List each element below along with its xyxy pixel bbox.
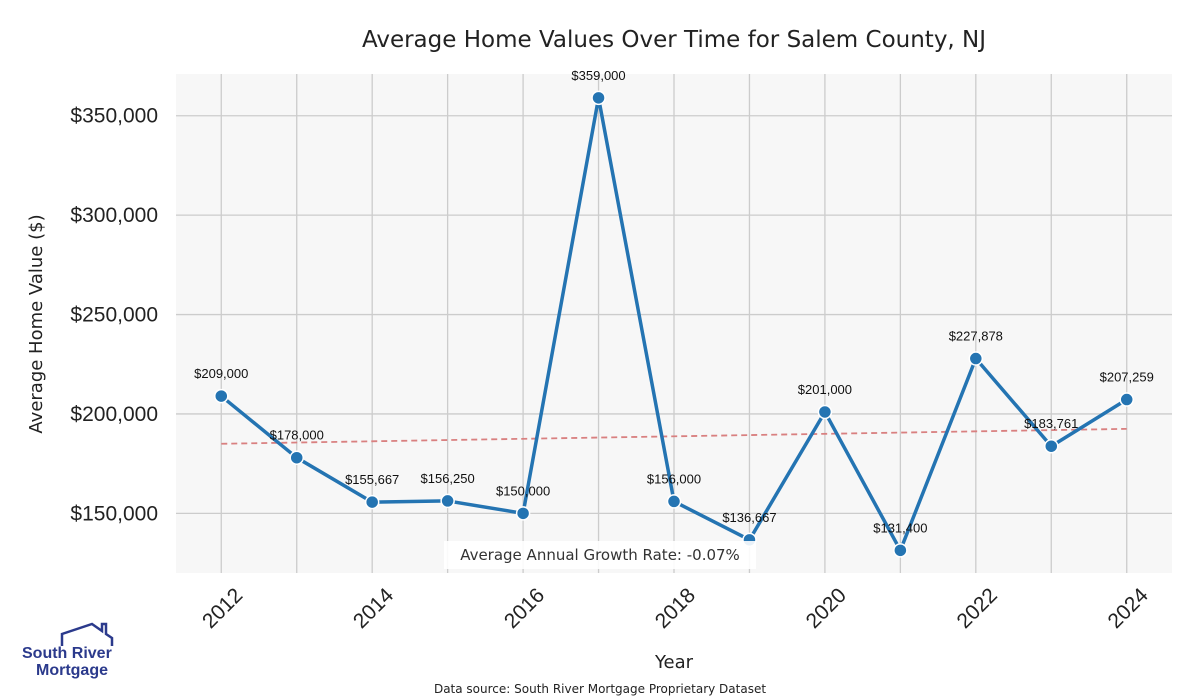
- data-label: $207,259: [1100, 370, 1154, 385]
- y-tick-label: $350,000: [70, 105, 158, 128]
- data-label: $183,761: [1024, 416, 1078, 431]
- trend-line: [221, 427, 1127, 445]
- x-tick-label: 2022: [953, 584, 1002, 633]
- data-point: [440, 493, 455, 509]
- y-tick-label: $300,000: [70, 204, 158, 227]
- data-label: $156,000: [647, 471, 701, 486]
- data-label: $209,000: [194, 366, 248, 381]
- data-label: $227,878: [949, 329, 1003, 344]
- x-tick-label: 2024: [1103, 584, 1153, 634]
- y-tick-label: $150,000: [70, 502, 158, 525]
- x-tick-labels: 2012 2014 2016 2018 2020 2022 2024: [198, 584, 1153, 634]
- data-label: $201,000: [798, 382, 852, 397]
- data-label: $150,000: [496, 483, 550, 498]
- data-point: [214, 388, 229, 404]
- data-label: $155,667: [345, 472, 399, 487]
- logo-text-line1: South River: [22, 645, 112, 662]
- data-point: [515, 506, 531, 521]
- x-tick-label: 2012: [198, 584, 247, 633]
- data-point: [1119, 392, 1134, 407]
- y-tick-label: $250,000: [70, 304, 158, 327]
- data-points: [214, 90, 1134, 558]
- logo-text-line2: Mortgage: [36, 662, 108, 679]
- growth-rate-text: Average Annual Growth Rate: -0.07%: [460, 546, 740, 564]
- x-axis-label: Year: [654, 652, 694, 673]
- grid-lines: [176, 74, 1172, 573]
- x-tick-label: 2014: [349, 584, 399, 634]
- annotation-box: [444, 541, 756, 569]
- data-point: [666, 494, 682, 509]
- south-river-logo: South River Mortgage: [22, 622, 114, 679]
- y-tick-label: $200,000: [70, 403, 158, 426]
- data-label: $136,667: [722, 510, 776, 525]
- data-point: [364, 494, 380, 510]
- data-label: $131,400: [873, 520, 927, 535]
- data-source-note: Data source: South River Mortgage Propri…: [434, 682, 766, 696]
- data-label: $359,000: [571, 68, 625, 83]
- data-point: [893, 543, 908, 558]
- y-tick-labels: $150,000 $200,000 $250,000 $300,000 $350,000: [70, 105, 158, 526]
- house-roof-icon: [60, 622, 114, 646]
- data-point: [968, 351, 984, 366]
- data-label: $178,000: [270, 428, 324, 443]
- x-tick-label: 2020: [802, 584, 851, 633]
- data-point: [289, 450, 304, 465]
- data-labels: $209,000 $178,000 $155,667 $156,250 $150,000…: [194, 68, 1154, 535]
- growth-rate-annotation: Average Annual Growth Rate: -0.07%: [444, 541, 756, 569]
- data-point: [591, 90, 606, 106]
- data-point: [1044, 438, 1059, 454]
- x-tick-label: 2016: [500, 584, 549, 633]
- data-point: [817, 404, 833, 420]
- y-axis-label: Average Home Value ($): [26, 214, 47, 433]
- x-tick-label: 2018: [651, 584, 700, 633]
- chart-title: Average Home Values Over Time for Salem …: [362, 27, 986, 53]
- data-label: $156,250: [421, 471, 475, 486]
